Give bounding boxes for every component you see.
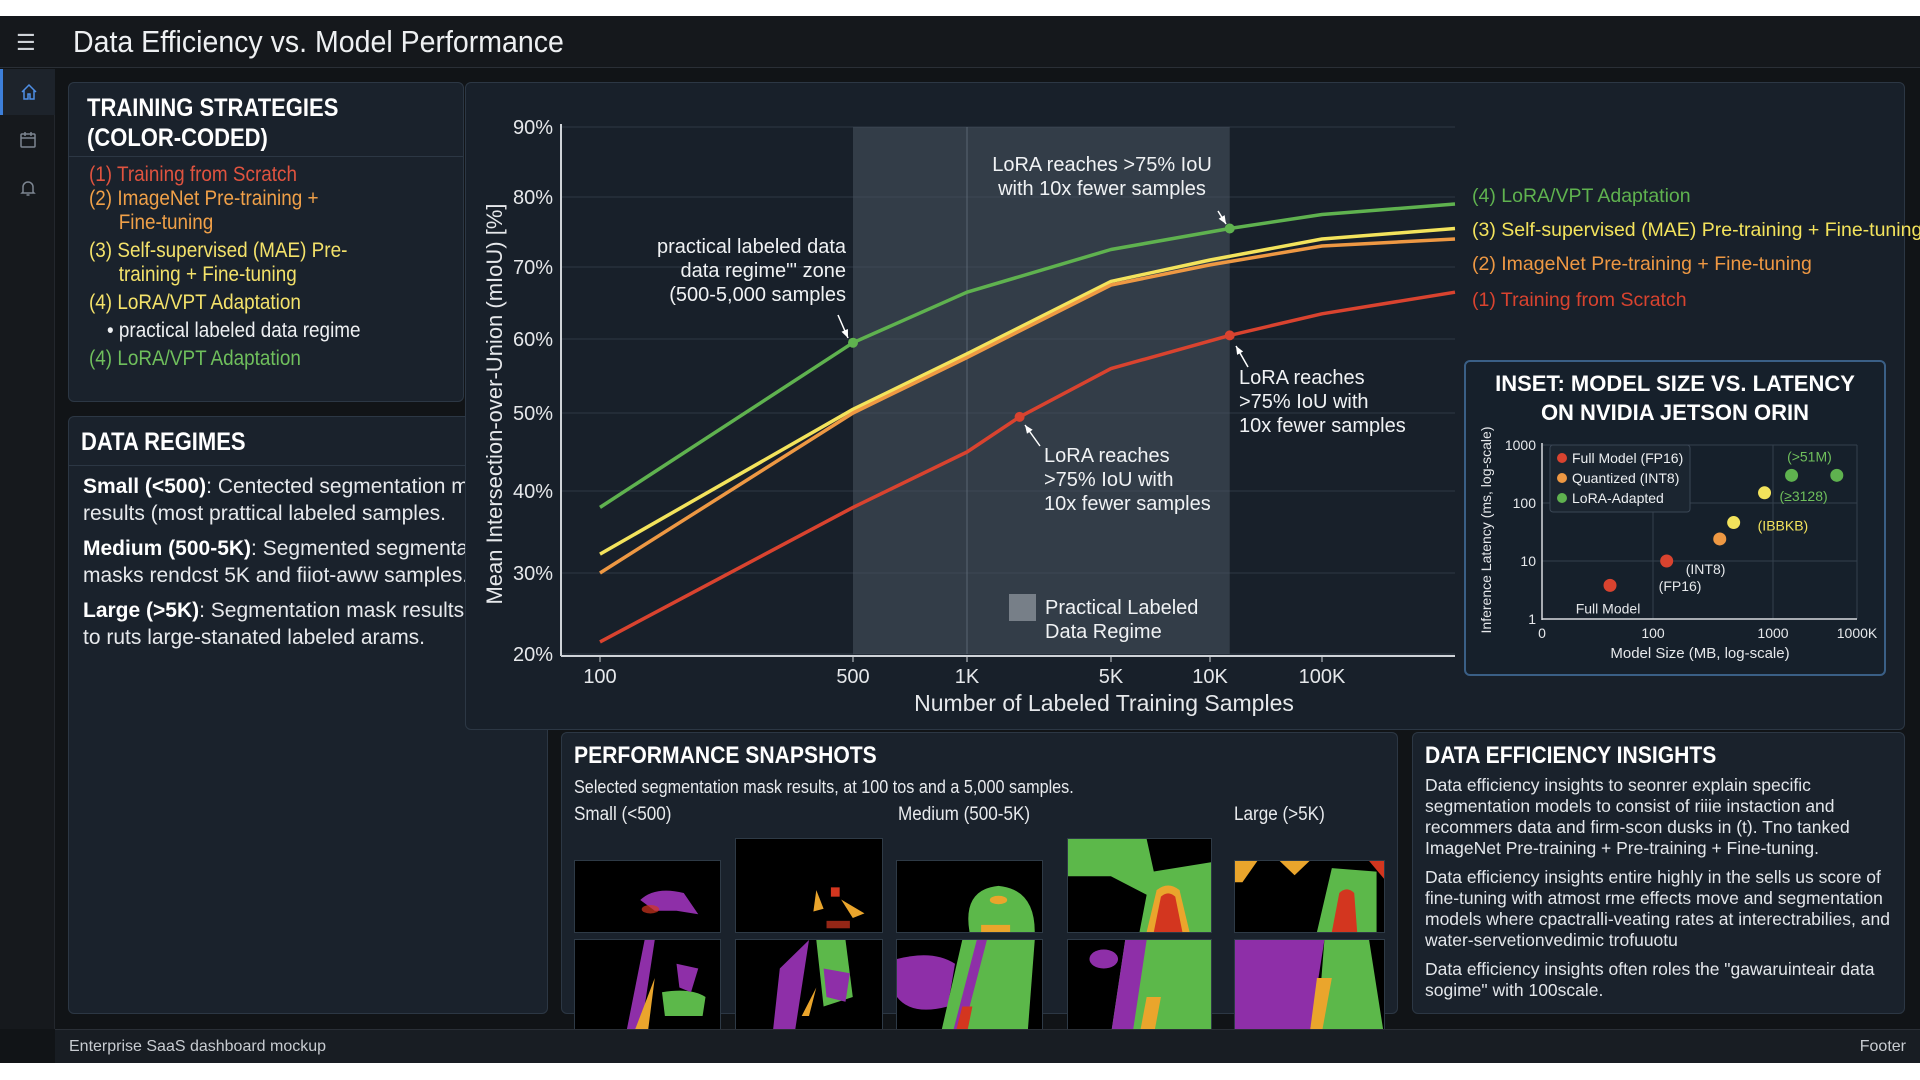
home-icon [21,83,37,100]
panel-title: (COLOR-CODED) [87,124,268,152]
sidebar [0,69,55,1029]
panel-title: TRAINING STRATEGIES [87,94,339,122]
segmentation-thumbnail [735,838,883,933]
segmentation-mask [1235,940,1384,1035]
segmentation-thumbnail [1234,939,1385,1036]
label-small: Small (<500) [574,804,672,825]
strategy-item: (2) ImageNet Pre-training + Fine-tuning [89,187,319,234]
segmentation-thumbnail [1067,838,1212,933]
snapshots-subtitle: Selected segmentation mask results, at 1… [574,777,1074,797]
segmentation-mask [640,890,699,915]
app-window: ☰ Data Efficiency vs. Model Performance … [0,16,1920,1063]
insight-paragraph: Data efficiency insights entire highly i… [1425,867,1890,950]
sidebar-item-notifications[interactable] [0,165,55,211]
page-title: Data Efficiency vs. Model Performance [73,24,564,59]
inset-panel [1464,360,1886,676]
segmentation-mask [897,940,1035,1035]
segmentation-mask [625,940,706,1035]
segmentation-mask [1089,940,1211,1035]
regime-small: Small (<500): Centected segmentation mas… [83,475,502,525]
footer-left-text: Enterprise SaaS dashboard mockup [69,1038,327,1055]
panel-title: DATA REGIMES [81,428,246,456]
strategy-item: (4) LoRA/VPT Adaptation [89,347,301,370]
training-strategies-panel: TRAINING STRATEGIES (COLOR-CODED) (1) Tr… [68,82,464,402]
segmentation-thumbnail [735,939,883,1036]
regime-medium: Medium (500-5K): Segmented segmentation … [83,537,503,587]
header: ☰ Data Efficiency vs. Model Performance [0,16,1920,68]
panel-title: DATA EFFICIENCY INSIGHTS [1425,742,1717,769]
segmentation-thumbnail [574,939,721,1036]
sidebar-item-home[interactable] [0,69,55,115]
segmentation-mask [968,885,1035,932]
bell-icon [19,181,36,196]
hamburger-icon[interactable]: ☰ [16,30,36,55]
regime-large: Large (>5K): Segmentation mask results r… [83,599,523,649]
insight-paragraph: Data efficiency insights to seonrer expl… [1425,775,1850,858]
segmentation-mask [1068,839,1211,932]
segmentation-thumbnail [1067,939,1212,1036]
strategy-subitem: • practical labeled data regime [107,319,361,342]
segmentation-thumbnail [896,860,1043,933]
strategy-item: (1) Training from Scratch [89,163,297,186]
footer: Enterprise SaaS dashboard mockup Footer [55,1029,1920,1063]
segmentation-thumbnail [896,939,1043,1036]
segmentation-thumbnail [574,860,721,933]
data-efficiency-insights-panel: DATA EFFICIENCY INSIGHTS Data efficiency… [1412,732,1905,1014]
strategy-item: (3) Self-supervised (MAE) Pre-training +… [89,239,348,286]
sidebar-item-calendar[interactable] [0,117,55,163]
label-large: Large (>5K) [1234,804,1325,825]
strategy-item: (4) LoRA/VPT Adaptation [89,291,301,314]
insight-paragraph: Data efficiency insights often roles the… [1425,959,1875,1000]
footer-right-text: Footer [1859,1038,1906,1055]
segmentation-thumbnail [1234,860,1385,933]
panel-title: PERFORMANCE SNAPSHOTS [574,742,877,769]
label-medium: Medium (500-5K) [898,804,1031,825]
calendar-icon [19,132,36,148]
segmentation-mask [1235,861,1384,932]
segmentation-mask [813,887,865,929]
segmentation-mask [772,940,853,1035]
